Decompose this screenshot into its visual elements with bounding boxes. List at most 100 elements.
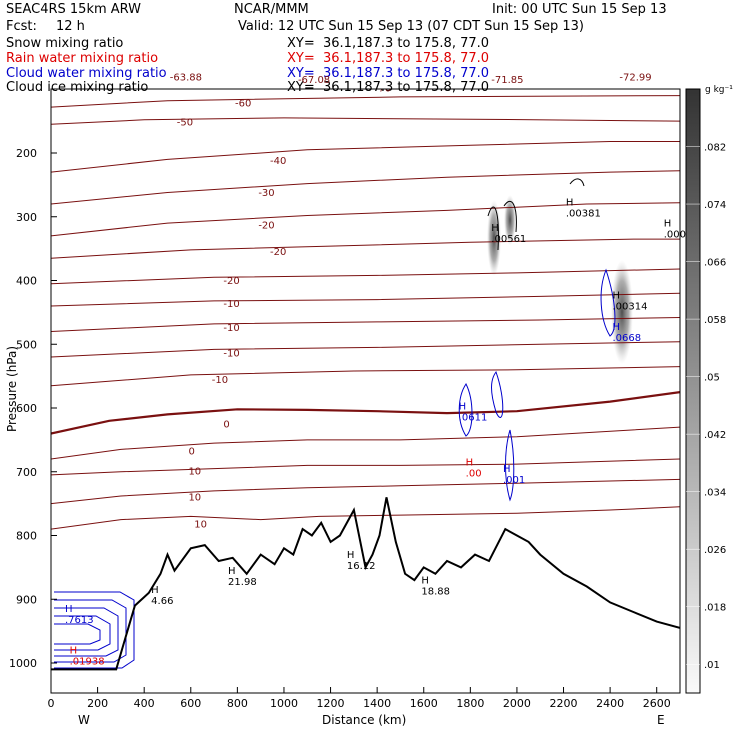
- field-cloudice-xy: XY= 36.1,187.3 to 175.8, 77.0: [287, 80, 490, 95]
- high-value-label: .00561: [491, 234, 526, 245]
- x-tick-label: 600: [180, 697, 201, 710]
- isotherm-extreme-label: -63.88: [170, 73, 202, 84]
- cloud-water-contour: [54, 607, 119, 657]
- x-tick-label: 1000: [270, 697, 298, 710]
- isotherm-label: -40: [270, 156, 286, 167]
- isotherm-label: -70: [375, 83, 391, 94]
- isotherm-extreme-label: -72.99: [619, 73, 651, 84]
- colorbar-tick-label: .034: [704, 488, 726, 499]
- x-tick-label: 400: [134, 697, 155, 710]
- cloud-ice-contour: [503, 200, 517, 233]
- isotherm-contour: [51, 87, 680, 88]
- isotherm-label: -10: [212, 375, 228, 386]
- field-cloudwater-name: Cloud water mixing ratio: [6, 66, 167, 81]
- isotherm-label: 10: [188, 492, 201, 503]
- high-marker: H: [491, 223, 499, 234]
- field-rain-xy: XY= 36.1,187.3 to 175.8, 77.0: [287, 51, 490, 66]
- isotherm-contour: [51, 506, 680, 530]
- field-cloudice-name: Cloud ice mixing ratio: [6, 80, 149, 95]
- high-marker: H: [566, 197, 574, 208]
- isotherm-label: -50: [177, 117, 193, 128]
- isotherm-label: -10: [223, 323, 239, 334]
- colorbar-tick-label: .058: [704, 315, 726, 326]
- isotherm-contour: [51, 391, 680, 435]
- y-tick-label: 1000: [9, 657, 37, 670]
- field-snow-xy: XY= 36.1,187.3 to 175.8, 77.0: [287, 36, 490, 51]
- cloud-water-contour: [54, 615, 111, 651]
- isotherm-contour: [51, 141, 680, 173]
- high-value-label: .00381: [566, 208, 601, 219]
- high-marker: H: [612, 322, 620, 333]
- snow-shading: [611, 260, 633, 364]
- isotherm-contour: [51, 117, 680, 125]
- x-tick-label: 1600: [410, 697, 438, 710]
- high-marker: H: [228, 566, 236, 577]
- high-value-label: .00000: [664, 229, 699, 240]
- isotherm-extreme-label: -71.85: [491, 75, 523, 86]
- isotherm-contour: [51, 426, 680, 460]
- colorbar: [685, 88, 701, 694]
- isotherm-contour: [51, 268, 680, 285]
- cloud-water-contour: [600, 268, 616, 337]
- field-snow-name: Snow mixing ratio: [6, 36, 124, 51]
- y-tick-label: 700: [16, 466, 37, 479]
- high-value-label: 18.88: [421, 586, 450, 597]
- x-tick-label: 1800: [456, 697, 484, 710]
- cloud-water-contour: [505, 429, 515, 502]
- high-marker: H: [466, 457, 474, 468]
- y-tick-label: 800: [16, 530, 37, 543]
- header-valid: Valid: 12 UTC Sun 15 Sep 13 (07 CDT Sun …: [238, 19, 584, 34]
- isotherm-contour: [51, 317, 680, 332]
- y-axis-label: Pressure (hPa): [5, 345, 19, 433]
- header-fcst-value: 12 h: [56, 19, 85, 34]
- x-axis-east: E: [657, 713, 665, 727]
- header-model: SEAC4RS 15km ARW: [6, 2, 142, 17]
- high-marker: H: [612, 290, 620, 301]
- isotherm-label: -20: [258, 220, 274, 231]
- isotherm-label: -20: [270, 247, 286, 258]
- high-value-label: .7613: [65, 615, 94, 626]
- high-value-label: .00: [466, 468, 482, 479]
- high-value-label: .00314: [612, 301, 647, 312]
- isotherm-contour: [51, 170, 680, 205]
- isotherm-contour: [51, 458, 680, 476]
- x-tick-label: 2000: [503, 697, 531, 710]
- isotherm-contour: [51, 341, 680, 358]
- field-cloudwater-xy: XY= 36.1,187.3 to 175.8, 77.0: [287, 66, 490, 81]
- colorbar-tick-label: .042: [704, 430, 726, 441]
- isotherm-contour: [51, 202, 680, 237]
- isotherm-label: -20: [223, 276, 239, 287]
- isotherm-label: -60: [235, 99, 251, 110]
- high-marker: H: [65, 604, 73, 615]
- y-tick-label: 900: [16, 593, 37, 606]
- isotherm-contour: [51, 292, 680, 307]
- x-tick-label: 2600: [643, 697, 671, 710]
- high-marker: H: [421, 575, 429, 586]
- x-tick-label: 1400: [363, 697, 391, 710]
- plot-frame: [50, 88, 681, 694]
- y-tick-label: 600: [16, 402, 37, 415]
- header-fcst-label: Fcst:: [6, 19, 37, 34]
- high-value-label: .01938: [70, 656, 105, 667]
- high-marker: H: [503, 464, 511, 475]
- colorbar-tick-label: .01: [704, 660, 720, 671]
- y-tick-label: 500: [16, 338, 37, 351]
- cloud-ice-contour: [569, 178, 585, 187]
- high-value-label: 4.66: [151, 596, 173, 607]
- field-rain-name: Rain water mixing ratio: [6, 51, 159, 66]
- cloud-water-contour: [54, 623, 101, 645]
- header-init: Init: 00 UTC Sun 15 Sep 13: [492, 2, 667, 17]
- high-marker: H: [347, 550, 355, 561]
- isotherm-label: 0: [223, 419, 229, 430]
- isotherm-label: 10: [188, 467, 201, 478]
- high-value-label: 16.12: [347, 561, 376, 572]
- isotherm-label: 0: [188, 446, 194, 457]
- high-value-label: .0668: [612, 333, 641, 344]
- x-axis-west: W: [78, 713, 90, 727]
- y-tick-label: 200: [16, 147, 37, 160]
- high-value-label: .001: [503, 475, 525, 486]
- isotherm-contour: [51, 366, 680, 387]
- cloud-ice-contour: [487, 206, 499, 251]
- cloud-water-contour: [54, 599, 127, 663]
